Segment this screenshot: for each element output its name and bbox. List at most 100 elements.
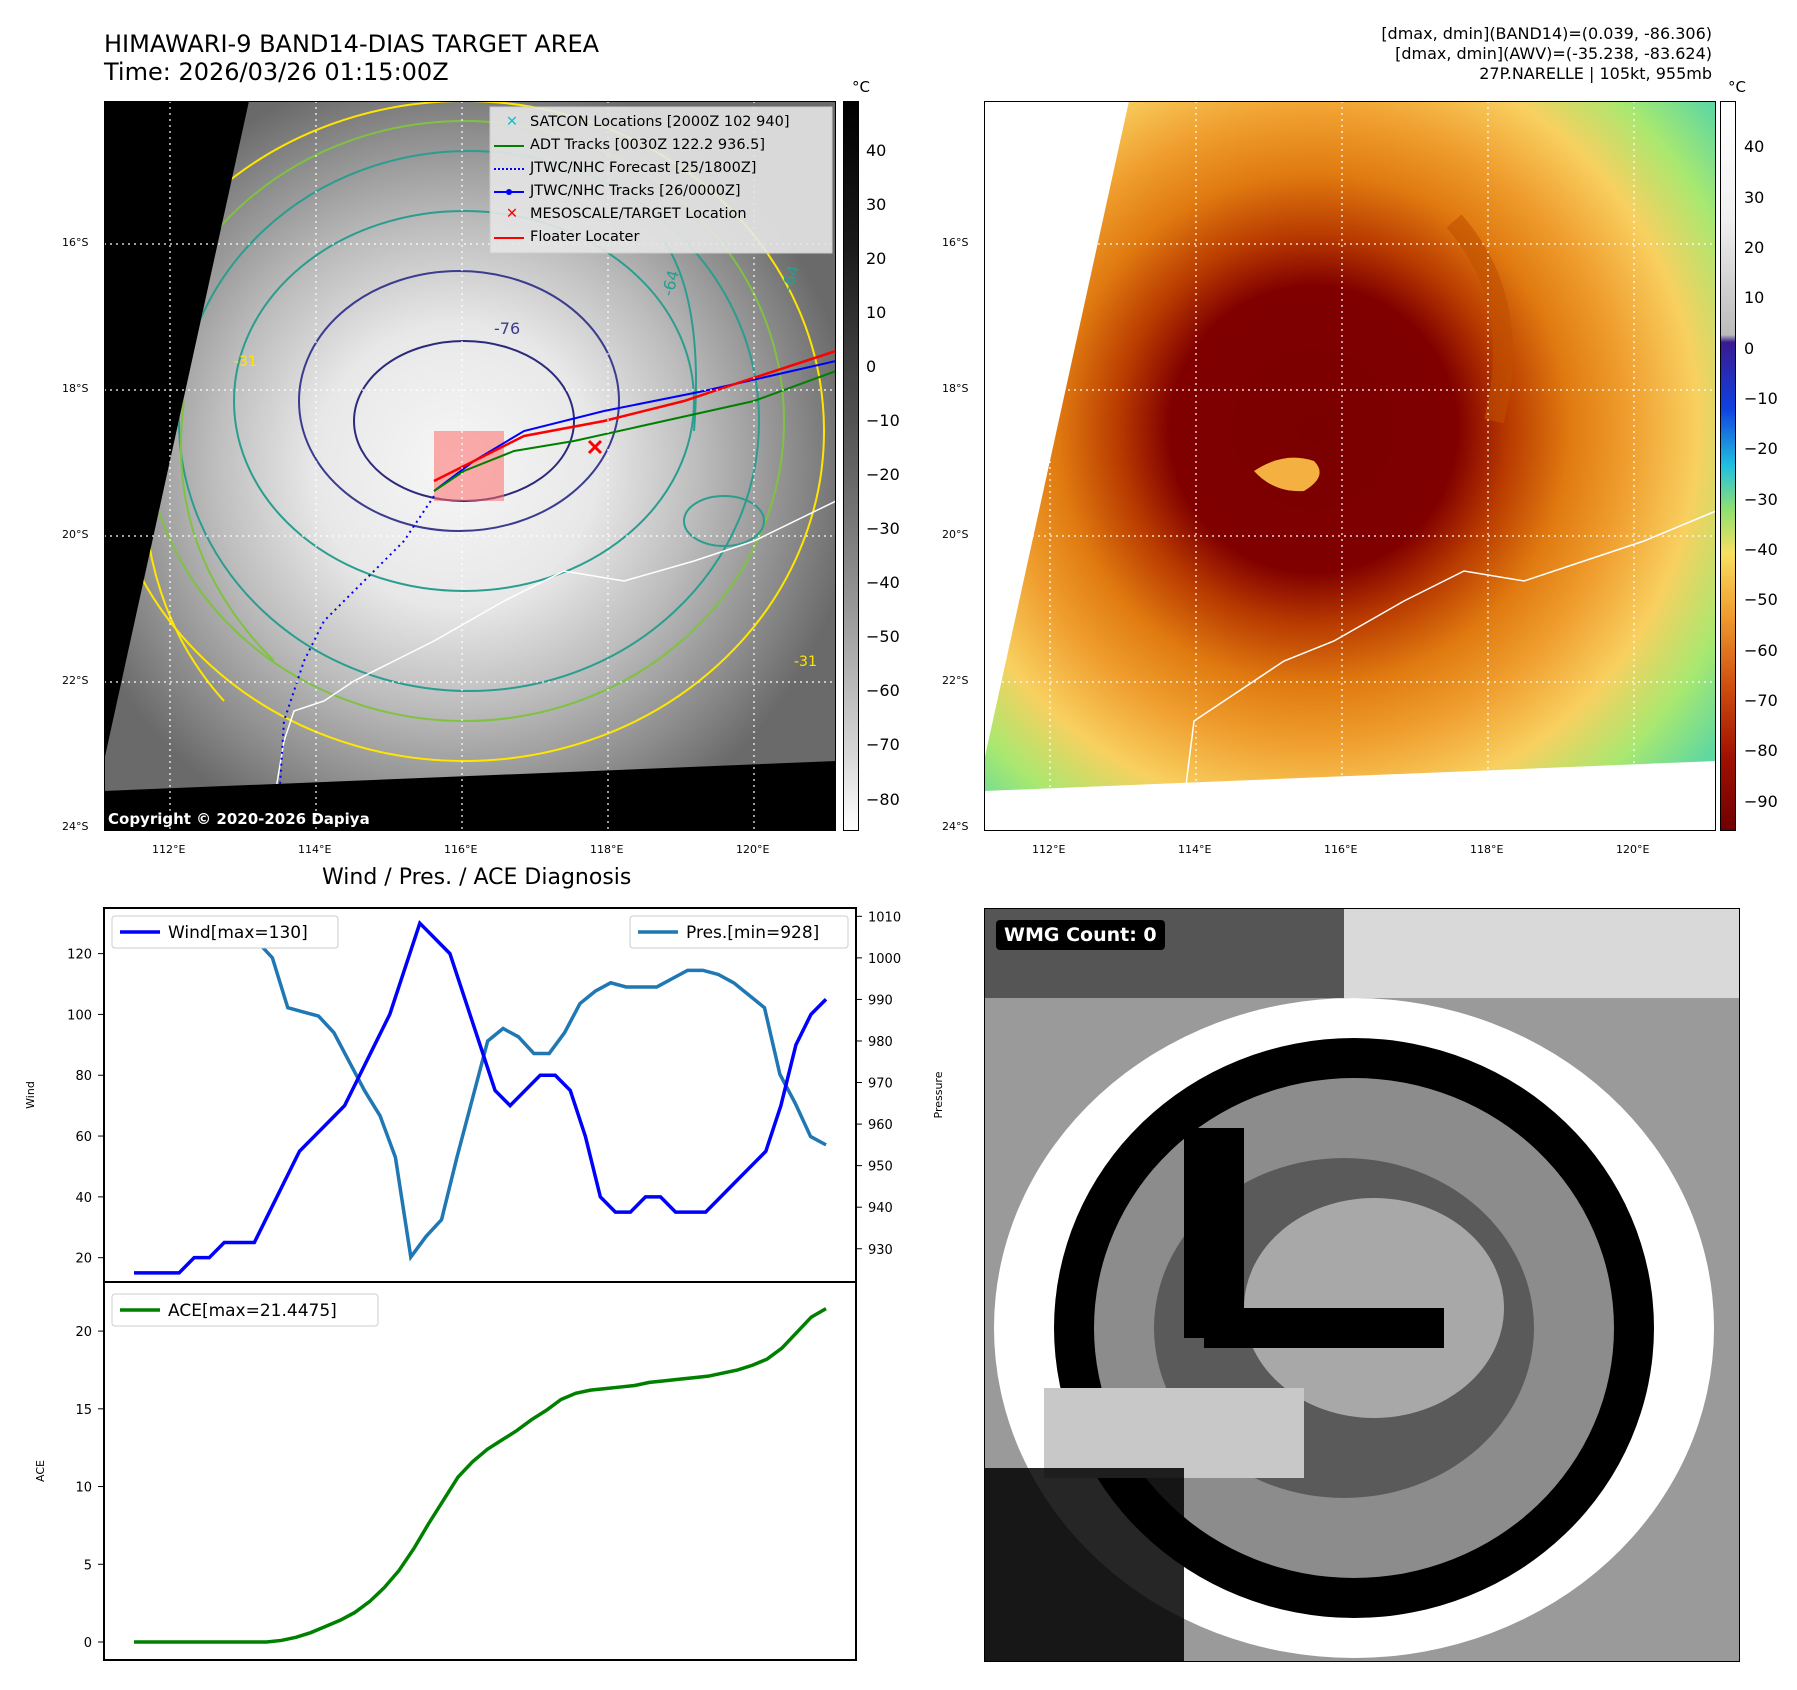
diagnosis-title: Wind / Pres. / ACE Diagnosis [322,865,632,890]
lon-label: 118°E [590,843,624,856]
lat-label: 20°S [62,528,89,541]
stats-band14: [dmax, dmin](BAND14)=(0.039, -86.306) [1381,24,1712,43]
pres-ytick-label: 970 [868,1077,893,1092]
wind-legend-label: Wind[max=130] [168,923,308,943]
colorbar-tick: −70 [866,735,900,755]
legend-entry-tracks: JTWC/NHC Tracks [26/0000Z] [494,180,789,203]
colorbar-tick: −30 [1744,489,1778,509]
lat-label: 18°S [942,382,969,395]
wind-ytick-label: 100 [67,1008,92,1023]
ace-ytick-label: 5 [84,1558,92,1573]
colorbar-gray [843,101,859,831]
ace-ytick-label: 0 [84,1636,92,1651]
colorbar-tick: −80 [866,789,900,809]
pres-ytick-label: 940 [868,1201,893,1216]
colorbar-tick: −60 [1744,640,1778,660]
lat-label: 22°S [942,674,969,687]
x-marker-icon: ✕ [505,114,519,130]
figure-time: Time: 2026/03/26 01:15:00Z [104,58,449,86]
lon-label: 116°E [1324,843,1358,856]
ace-series [134,1307,827,1644]
figure-title: HIMAWARI-9 BAND14-DIAS TARGET AREA [104,30,600,58]
colorbar-tick: 10 [866,302,887,322]
ace-axes [103,1281,857,1661]
wmg-count-badge: WMG Count: 0 [996,920,1165,950]
colorbar-tick: 40 [866,140,887,160]
colorbar-tick: −80 [1744,741,1778,761]
lat-label: 16°S [62,236,89,249]
ace-legend-label: ACE[max=21.4475] [168,1301,337,1321]
lon-label: 118°E [1470,843,1504,856]
wind-series [134,919,828,1275]
lon-label: 112°E [1032,843,1066,856]
pres-ytick-label: 1010 [868,910,901,925]
wmg-panel [984,908,1740,1662]
colorbar-tick: −40 [866,573,900,593]
lat-label: 22°S [62,674,89,687]
line-marker-icon [494,144,524,147]
legend-entry-floater: Floater Locater [494,226,789,249]
ace-ytick-label: 15 [75,1403,92,1418]
pres-ytick-label: 1000 [868,952,901,967]
legend-list: ✕ SATCON Locations [2000Z 102 940] ADT T… [494,111,789,249]
colorbar-tick: −20 [1744,439,1778,459]
pres-ytick-label: 930 [868,1243,893,1258]
ace-ytick-label: 10 [75,1481,92,1496]
legend-entry-adt: ADT Tracks [0030Z 122.2 936.5] [494,134,789,157]
wind-ytick-label: 40 [75,1191,92,1206]
x-marker-icon: ✕ [505,206,519,222]
wind-ytick-label: 80 [75,1069,92,1084]
colorbar-tick: 20 [1744,238,1765,257]
wind-ylabel: Wind [24,1081,37,1109]
pres-ylabel: Pressure [932,1071,945,1118]
wind-legend-box [111,915,339,949]
colorbar-tick: −30 [866,519,900,539]
colorbar-tick: 0 [1744,338,1755,358]
colorbar-tick: 40 [1744,137,1765,157]
colorbar-tick: 10 [1744,288,1765,308]
dotted-line-icon [494,167,524,170]
ace-ytick-label: 20 [75,1325,92,1340]
colorbar-gray-unit: °C [852,78,870,96]
colorbar-tick: −60 [866,681,900,701]
ir-color-map [984,101,1716,831]
lon-label: 120°E [1616,843,1650,856]
colorbar-tick: 30 [866,194,887,214]
legend-entry-satcon: ✕ SATCON Locations [2000Z 102 940] [494,111,790,134]
colorbar-tick: −90 [1744,791,1778,811]
storm-info: 27P.NARELLE | 105kt, 955mb [1479,64,1712,83]
colorbar-tick: −50 [866,627,900,647]
legend-entry-mesoscale: ✕ MESOSCALE/TARGET Location [494,203,789,226]
colorbar-tick: −10 [1744,389,1778,409]
pres-legend-label: Pres.[min=928] [686,923,819,943]
colorbar-color [1720,101,1736,831]
lon-label: 114°E [298,843,332,856]
lon-label: 120°E [736,843,770,856]
colorbar-tick: −20 [866,465,900,485]
lon-label: 112°E [152,843,186,856]
ir-grayscale-map: -76 -64 -64 -31 -31 Copyright © 2020-202… [104,101,836,831]
colorbar-tick: 30 [1744,187,1765,207]
map-legend [489,106,833,254]
pres-ytick-label: 990 [868,993,893,1008]
lat-label: 18°S [62,382,89,395]
colorbar-tick: 0 [866,356,877,376]
contour-label: -76 [494,319,520,338]
legend-entry-forecast: JTWC/NHC Forecast [25/1800Z] [494,157,789,180]
lat-label: 24°S [62,820,89,833]
copyright: Copyright © 2020-2026 Dapiya [108,810,370,828]
pres-legend-box [629,915,849,949]
stats-awv: [dmax, dmin](AWV)=(-35.238, -83.624) [1395,44,1712,63]
lat-label: 20°S [942,528,969,541]
wind-axes [103,907,857,1283]
wind-pres-ace-chart: 2040608010012093094095096097098099010001… [24,907,945,1661]
lon-label: 116°E [444,843,478,856]
line-dot-icon [494,188,524,195]
contour-label: -31 [794,654,817,670]
wind-ytick-label: 120 [67,948,92,963]
lat-label: 24°S [942,820,969,833]
pres-ytick-label: 980 [868,1035,893,1050]
lon-label: 114°E [1178,843,1212,856]
colorbar-tick: 20 [866,248,887,268]
pres-ytick-label: 950 [868,1160,893,1175]
